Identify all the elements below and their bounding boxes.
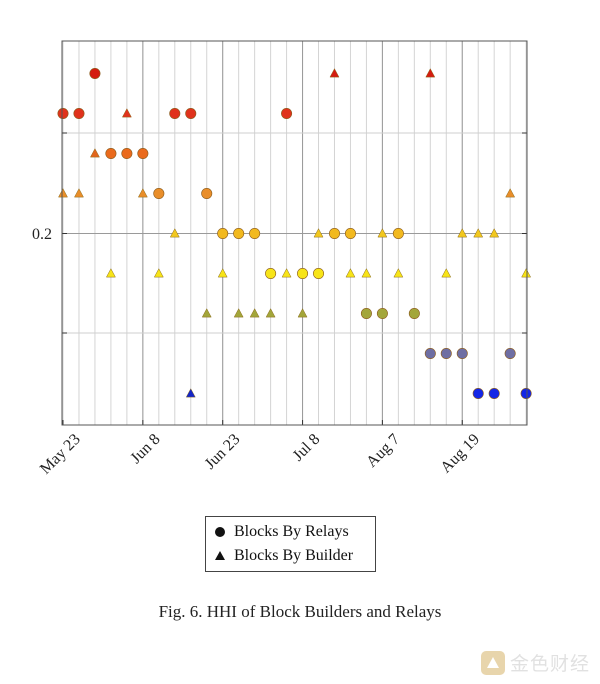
relay-point [313, 267, 325, 279]
relay-point [456, 347, 468, 359]
builder-point [90, 148, 100, 158]
builder-point [249, 308, 260, 318]
relay-point [328, 228, 340, 240]
builder-point [377, 228, 388, 238]
legend-item-relays: Blocks By Relays [212, 521, 349, 543]
relay-point [472, 387, 484, 399]
relay-point [121, 148, 133, 160]
builder-point [74, 188, 84, 198]
builder-point [297, 308, 308, 318]
x-tick-label: Aug 19 [437, 431, 483, 477]
circle-marker-icon [215, 527, 225, 537]
relay-point [169, 108, 181, 120]
relay-point [217, 228, 229, 240]
builder-point [201, 308, 212, 318]
hhi-chart: May 23 Jun 8 Jun 23 Jul 8 Aug 7 Aug 19 0.2 [32, 40, 532, 478]
builder-point [58, 188, 68, 198]
x-tick-label: Jun 23 [202, 431, 244, 473]
relay-point [73, 108, 85, 120]
relay-point [392, 228, 404, 240]
relay-point [185, 108, 197, 120]
builder-point [329, 68, 340, 78]
builder-point [105, 268, 116, 278]
relay-point [89, 68, 101, 80]
builder-point [265, 308, 276, 318]
relay-point [201, 188, 213, 200]
builder-point [473, 228, 484, 238]
legend-item-builder: Blocks By Builder [212, 545, 353, 567]
builder-point [217, 268, 228, 278]
relay-point [153, 188, 165, 200]
relay-point [520, 387, 532, 399]
chart-marks [57, 68, 532, 399]
figure-caption: Fig. 6. HHI of Block Builders and Relays [158, 602, 442, 621]
builder-point [489, 228, 500, 238]
builder-point [313, 228, 324, 238]
relay-point [249, 228, 261, 240]
relay-point [504, 347, 516, 359]
relay-point [440, 347, 452, 359]
builder-point [137, 188, 148, 198]
relay-point [105, 148, 117, 160]
builder-point [393, 268, 404, 278]
relay-point [265, 267, 277, 279]
triangle-marker-icon [215, 551, 225, 560]
relay-point [137, 148, 149, 160]
builder-point [361, 268, 372, 278]
builder-point [153, 268, 164, 278]
watermark: 金色财经 [480, 649, 590, 676]
relay-point [408, 307, 420, 319]
relay-point [424, 347, 436, 359]
relay-point [57, 108, 69, 120]
builder-point [169, 228, 180, 238]
plot-frame [61, 40, 528, 426]
builder-point [345, 268, 356, 278]
relay-point [360, 307, 372, 319]
builder-point [185, 388, 196, 398]
builder-point [121, 108, 132, 118]
chart-grid [62, 41, 527, 425]
relay-point [297, 267, 309, 279]
x-tick-label: Aug 7 [363, 431, 403, 471]
builder-point [441, 268, 452, 278]
builder-point [281, 268, 292, 278]
relay-point [281, 108, 293, 120]
legend-label-builder: Blocks By Builder [234, 547, 354, 564]
x-tick-label: Jun 8 [127, 431, 163, 467]
legend-label-relays: Blocks By Relays [234, 523, 349, 540]
relay-point [488, 387, 500, 399]
y-axis-ticks: 0.2 [32, 132, 527, 334]
chart-legend: Blocks By Relays Blocks By Builder [205, 516, 376, 572]
watermark-text: 金色财经 [509, 653, 590, 675]
logo-icon [480, 650, 505, 675]
relay-point [233, 228, 245, 240]
x-axis-ticks: May 23 Jun 8 Jun 23 Jul 8 Aug 7 Aug 19 [37, 420, 483, 478]
x-tick-label: May 23 [37, 431, 84, 478]
builder-point [425, 68, 436, 78]
relay-point [344, 228, 356, 240]
builder-point [521, 268, 532, 278]
relay-point [376, 307, 388, 319]
x-tick-label: Jul 8 [290, 431, 324, 465]
builder-point [233, 308, 244, 318]
y-tick-label: 0.2 [32, 226, 52, 243]
builder-point [505, 188, 516, 198]
builder-point [457, 228, 468, 238]
